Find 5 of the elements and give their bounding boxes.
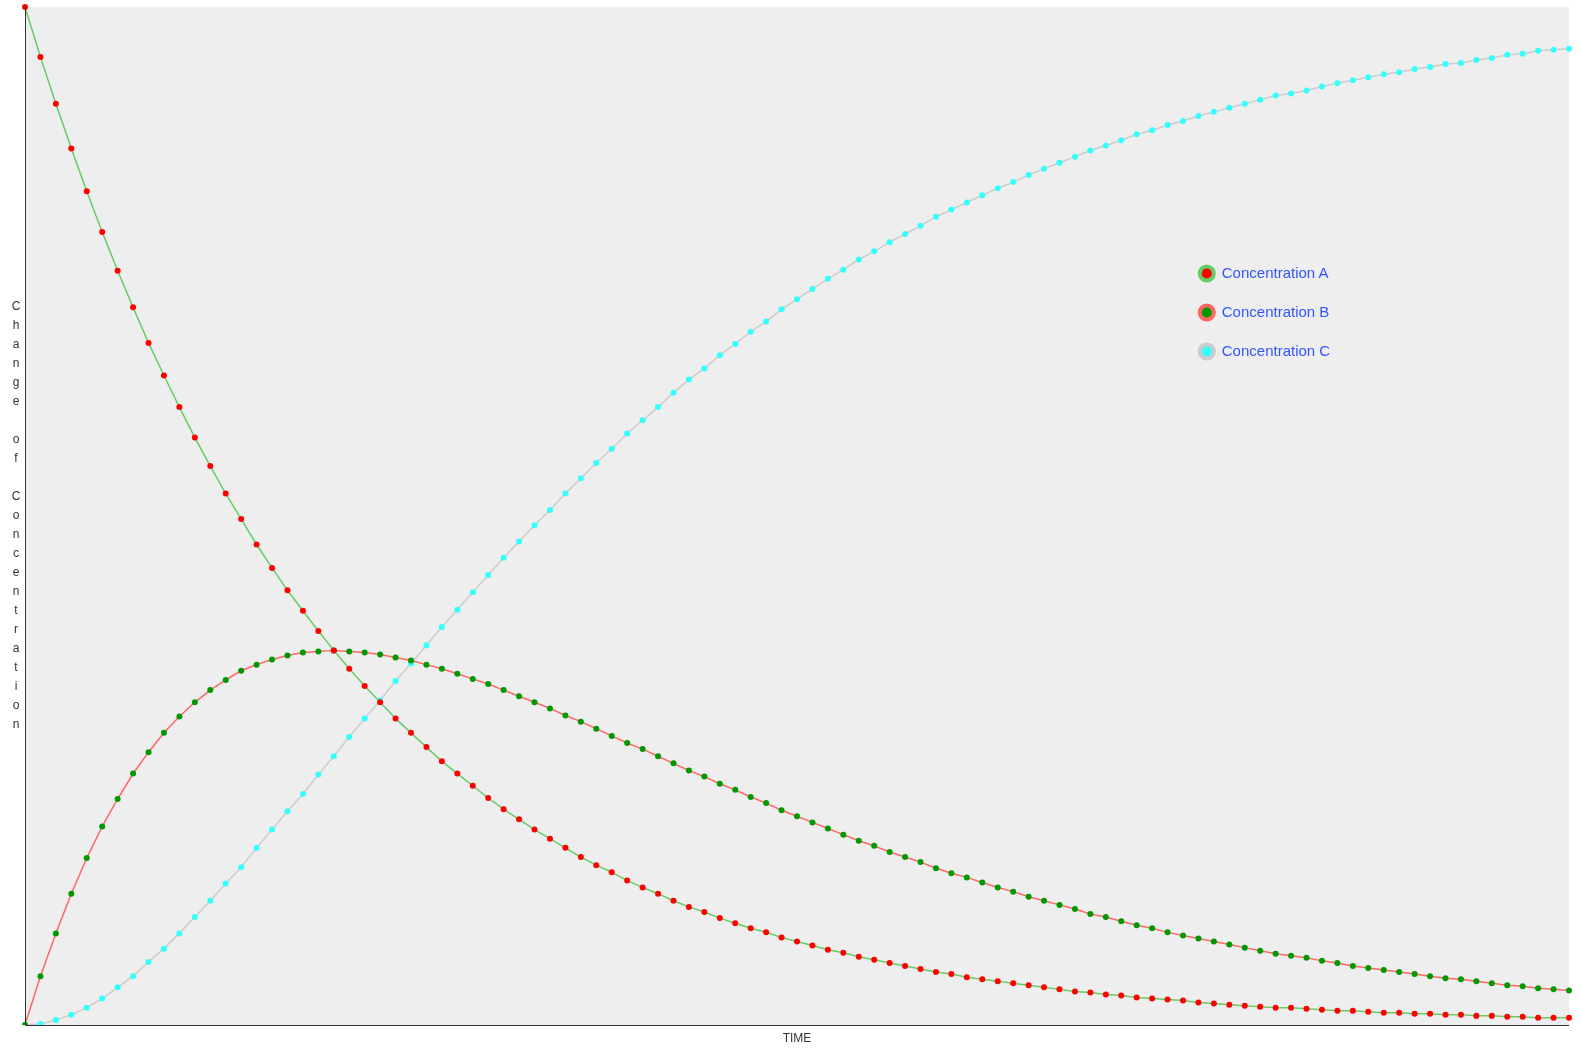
legend-label: Concentration C bbox=[1221, 341, 1331, 359]
legend-label: Concentration A bbox=[1221, 263, 1329, 281]
text: Change of Concentration bbox=[11, 299, 21, 732]
legend-label: Concentration B bbox=[1221, 302, 1330, 320]
x-axis-title: TIME bbox=[782, 1031, 812, 1046]
